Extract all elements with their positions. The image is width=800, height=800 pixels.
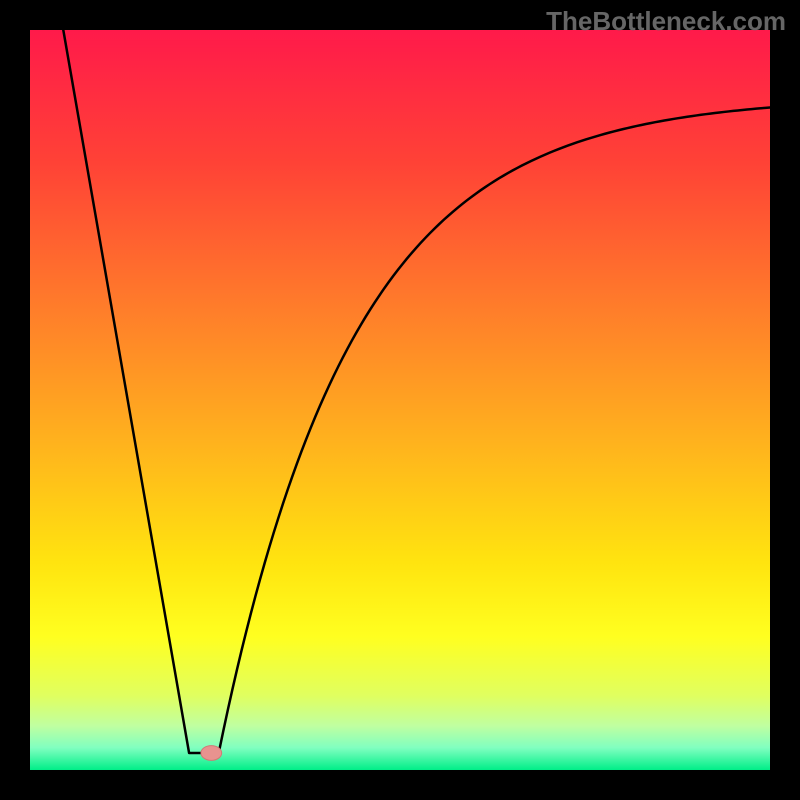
chart-svg [30,30,770,770]
chart-background [30,30,770,770]
chart-container: TheBottleneck.com [0,0,800,800]
plot-area [30,30,770,770]
optimal-point-marker [201,746,222,761]
watermark-text: TheBottleneck.com [546,6,786,37]
